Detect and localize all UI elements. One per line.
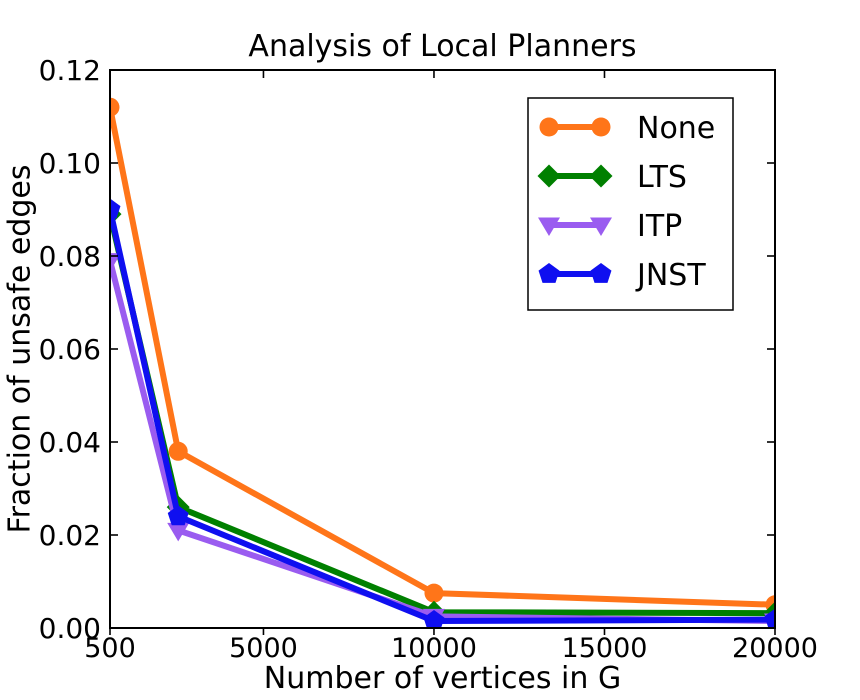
y-tick-label: 0.02 — [39, 519, 101, 552]
y-tick-label: 0.04 — [39, 426, 101, 459]
x-tick-label: 5000 — [229, 633, 298, 664]
legend-label-none: None — [637, 111, 715, 146]
pentagon-marker-jnst — [423, 610, 445, 628]
legend-label-itp: ITP — [637, 209, 682, 244]
legend-triangle-down-marker-itp — [538, 217, 560, 236]
y-tick-label: 0.12 — [39, 54, 101, 87]
legend-circle-marker-none — [539, 117, 559, 137]
legend-item-itp: ITP — [538, 209, 682, 244]
y-tick-label: 0.10 — [39, 147, 101, 180]
legend-label-lts: LTS — [637, 160, 687, 195]
chart-title: Analysis of Local Planners — [248, 29, 637, 64]
pentagon-marker-jnst — [764, 608, 775, 628]
legend-pentagon-marker-jnst — [590, 263, 612, 283]
series-jnst — [110, 198, 775, 628]
x-tick-label: 500 — [84, 633, 136, 664]
legend-label-jnst: JNST — [635, 258, 706, 293]
legend-item-none: None — [539, 111, 715, 146]
legend-triangle-down-marker-itp — [590, 217, 612, 236]
legend-diamond-marker-lts — [537, 164, 561, 188]
tick-marks — [109, 69, 776, 635]
y-axis-label: Fraction of unsafe edges — [2, 164, 38, 534]
pentagon-marker-jnst — [167, 505, 189, 526]
x-tick-label: 10000 — [391, 633, 477, 664]
y-tick-label: 0.08 — [39, 240, 101, 273]
legend-circle-marker-none — [591, 117, 611, 137]
x-axis-label: Number of vertices in G — [263, 661, 622, 696]
series-none — [110, 97, 775, 615]
circle-marker-none — [110, 97, 120, 117]
legend: None LTS ITP JNST — [527, 97, 734, 311]
legend-diamond-marker-lts — [589, 164, 613, 188]
y-tick-label: 0.06 — [39, 333, 101, 366]
x-tick-label: 15000 — [562, 633, 648, 664]
plot-area — [110, 97, 775, 628]
series-line-none — [110, 104, 775, 608]
legend-item-lts: LTS — [537, 160, 687, 195]
series-line-itp — [110, 257, 775, 625]
circle-marker-none — [168, 441, 188, 461]
x-tick-label: 20000 — [732, 633, 818, 664]
triangle-down-marker-itp — [167, 522, 190, 542]
legend-pentagon-marker-jnst — [538, 263, 560, 283]
legend-item-jnst: JNST — [538, 258, 706, 293]
circle-marker-none — [424, 583, 444, 603]
series-line-jnst — [110, 206, 775, 625]
pentagon-marker-jnst — [110, 198, 121, 219]
y-tick-label: 0.00 — [39, 612, 101, 645]
